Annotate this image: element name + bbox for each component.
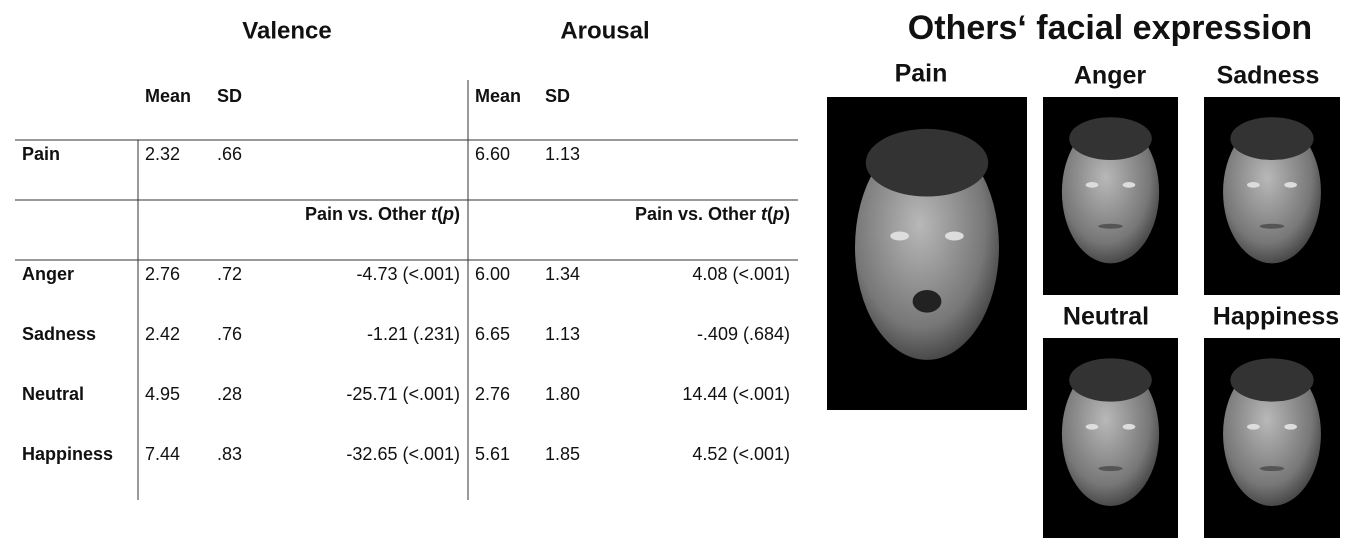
face-eye xyxy=(1247,423,1260,430)
cell: -.409 (.684) xyxy=(697,324,790,344)
subheader: SD xyxy=(217,86,242,106)
group-header: Arousal xyxy=(560,17,649,44)
cell: 6.00 xyxy=(475,264,510,284)
cell: .28 xyxy=(217,384,242,404)
cell: .66 xyxy=(217,144,242,164)
subheader: Mean xyxy=(475,86,521,106)
group-header: Valence xyxy=(242,17,331,44)
cell: 2.42 xyxy=(145,324,180,344)
cell: 1.80 xyxy=(545,384,580,404)
cell: 1.13 xyxy=(545,144,580,164)
cell: -32.65 (<.001) xyxy=(346,444,460,464)
face-label: Neutral xyxy=(1063,303,1149,331)
face-hair xyxy=(865,128,989,197)
face-mouth xyxy=(1098,466,1123,472)
cell: 5.61 xyxy=(475,444,510,464)
cell: -4.73 (<.001) xyxy=(356,264,460,284)
face-head xyxy=(1061,362,1160,506)
cell: 14.44 (<.001) xyxy=(682,384,790,404)
cell: .83 xyxy=(217,444,242,464)
face-eye xyxy=(1085,423,1099,430)
subheader: Mean xyxy=(145,86,191,106)
face-head xyxy=(855,134,999,360)
face-hair xyxy=(1069,117,1152,160)
cell: 1.85 xyxy=(545,444,580,464)
cell: 2.76 xyxy=(475,384,510,404)
cell: 6.60 xyxy=(475,144,510,164)
face-eye xyxy=(1085,182,1099,188)
header-part: t xyxy=(761,204,768,224)
face-head xyxy=(1223,362,1321,506)
face-eye xyxy=(1247,182,1260,188)
cell: 1.34 xyxy=(545,264,580,284)
face-mouth xyxy=(1259,466,1285,472)
face-hair xyxy=(1230,358,1314,402)
cell: 2.32 xyxy=(145,144,180,164)
header-part: ) xyxy=(454,204,460,224)
cell: 4.08 (<.001) xyxy=(692,264,790,284)
header-part: Pain vs. Other xyxy=(635,204,761,224)
face-hair xyxy=(1069,358,1152,402)
row-label: Neutral xyxy=(22,384,84,404)
header-part: t xyxy=(431,204,438,224)
cell: 6.65 xyxy=(475,324,510,344)
face-label: Sadness xyxy=(1217,62,1320,90)
cell: 4.52 (<.001) xyxy=(692,444,790,464)
cell: 7.44 xyxy=(145,444,180,464)
comparison-header: Pain vs. Other t(p) xyxy=(635,204,790,224)
header-part: p xyxy=(442,204,454,224)
face-label: Happiness xyxy=(1213,303,1339,331)
face-eye xyxy=(1284,423,1297,430)
face-eye xyxy=(945,231,964,241)
header-part: ( xyxy=(437,204,443,224)
row-label: Happiness xyxy=(22,444,113,464)
header-part: Pain vs. Other xyxy=(305,204,431,224)
face-head xyxy=(1223,120,1321,264)
face-mouth xyxy=(1259,223,1285,229)
cell: -1.21 (.231) xyxy=(367,324,460,344)
row-label: Sadness xyxy=(22,324,96,344)
face-eye xyxy=(890,231,909,241)
face-eye xyxy=(1122,423,1136,430)
face-head xyxy=(1061,120,1160,264)
face-label: Anger xyxy=(1074,62,1147,90)
cell: .72 xyxy=(217,264,242,284)
face-label: Pain xyxy=(895,60,948,88)
comparison-header: Pain vs. Other t(p) xyxy=(305,204,460,224)
face-mouth xyxy=(1098,223,1123,229)
cell: 4.95 xyxy=(145,384,180,404)
subheader: SD xyxy=(545,86,570,106)
face-hair xyxy=(1230,117,1314,160)
cell: 1.13 xyxy=(545,324,580,344)
face-eye xyxy=(1122,182,1136,188)
header-part: ( xyxy=(767,204,773,224)
cell: .76 xyxy=(217,324,242,344)
figure-title: Others‘ facial expression xyxy=(908,9,1312,47)
cell: 2.76 xyxy=(145,264,180,284)
row-label: Pain xyxy=(22,144,60,164)
face-eye xyxy=(1284,182,1297,188)
header-part: p xyxy=(772,204,784,224)
face-mouth xyxy=(912,290,942,313)
cell: -25.71 (<.001) xyxy=(346,384,460,404)
header-part: ) xyxy=(784,204,790,224)
row-label: Anger xyxy=(22,264,74,284)
